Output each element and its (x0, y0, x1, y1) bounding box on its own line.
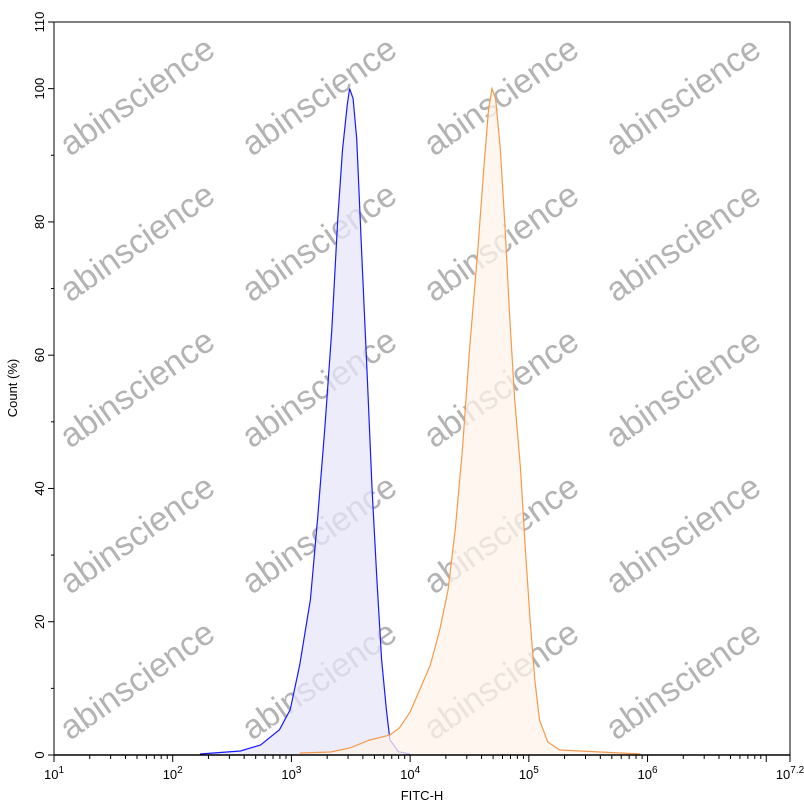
watermark-text: abinscience (599, 29, 768, 163)
y-tick-label: 20 (32, 614, 47, 628)
series-0-fill (200, 88, 411, 756)
watermark-text: abinscience (599, 321, 768, 455)
y-tick-label: 40 (32, 481, 47, 495)
watermark-text: abinscience (235, 321, 404, 455)
watermark-text: abinscience (53, 613, 222, 747)
axes: 101 102 103 104 105 106 107.2 0 20 40 60 80 100 110 (32, 12, 804, 782)
y-tick-label: 60 (32, 348, 47, 362)
watermark-text: abinscience (599, 467, 768, 601)
y-tick-label: 100 (32, 78, 47, 100)
x-axis-label: FITC-H (401, 788, 444, 803)
series-layer (199, 86, 641, 756)
y-axis-label: Count (%) (5, 359, 20, 418)
series-1-fill (299, 88, 641, 756)
x-tick-label: 104 (400, 765, 420, 782)
watermark-text: abinscience (417, 29, 586, 163)
watermark-text: abinscience (53, 321, 222, 455)
x-tick-label: 102 (163, 765, 183, 782)
watermark-layer: abinscience abinscience abinscience abinsci… (53, 29, 768, 747)
x-tick-label: 105 (519, 765, 539, 782)
x-tick-label: 106 (638, 765, 658, 782)
watermark-text: abinscience (235, 29, 404, 163)
watermark-text: abinscience (235, 175, 404, 309)
watermark-text: abinscience (53, 467, 222, 601)
series-1-line (299, 86, 641, 755)
watermark-text: abinscience (599, 175, 768, 309)
x-tick-label: 103 (281, 765, 301, 782)
watermark-text: abinscience (53, 175, 222, 309)
y-tick-label: 0 (32, 751, 47, 758)
y-tick-label: 80 (32, 215, 47, 229)
watermark-text: abinscience (53, 29, 222, 163)
series-0-line (199, 88, 411, 755)
watermark-text: abinscience (599, 613, 768, 747)
x-tick-label: 101 (44, 765, 64, 782)
y-tick-label: 110 (32, 12, 47, 33)
x-tick-label: 107.2 (776, 765, 804, 782)
